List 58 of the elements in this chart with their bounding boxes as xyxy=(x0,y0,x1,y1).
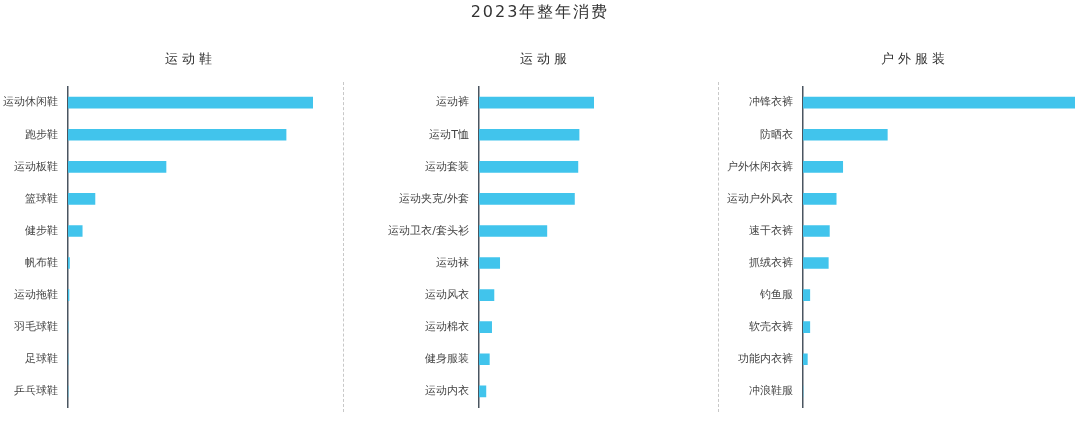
y-tick-label: 运动户外风衣 xyxy=(727,191,793,205)
y-tick-label: 运动棉衣 xyxy=(425,320,469,334)
y-tick-label: 运动袜 xyxy=(436,255,469,269)
bar xyxy=(803,128,888,141)
y-tick-label: 羽毛球鞋 xyxy=(14,320,58,334)
bar xyxy=(479,257,501,269)
text: 2023年整年消费 xyxy=(469,2,611,23)
bar xyxy=(803,289,811,301)
bar xyxy=(479,128,580,141)
bar xyxy=(803,96,1075,109)
bar xyxy=(68,128,287,141)
y-tick-label: 速干衣裤 xyxy=(749,223,793,237)
bar xyxy=(479,321,492,334)
y-tick-label: 抓绒衣裤 xyxy=(749,255,793,269)
chart-subtitle: 运动服 xyxy=(518,50,571,68)
bar xyxy=(803,160,844,173)
bar xyxy=(803,193,837,205)
y-tick-label: 篮球鞋 xyxy=(25,191,58,205)
y-tick-label: 乒乓球鞋 xyxy=(14,384,58,398)
bar xyxy=(68,160,167,173)
bar xyxy=(479,289,495,301)
bar xyxy=(803,353,808,366)
y-tick-label: 健身服装 xyxy=(425,352,469,366)
chart-subtitle: 运动鞋 xyxy=(163,50,216,68)
bar xyxy=(68,193,96,205)
y-tick-label: 运动套装 xyxy=(425,159,469,173)
y-tick-label: 健步鞋 xyxy=(25,223,58,237)
bar xyxy=(479,385,487,398)
bar xyxy=(68,96,313,109)
y-tick-label: 跑步鞋 xyxy=(25,127,58,141)
bar xyxy=(479,96,594,109)
y-tick-label: 运动裤 xyxy=(436,95,469,109)
bar xyxy=(803,225,830,237)
chart-subtitle: 户外服装 xyxy=(880,50,949,68)
bar xyxy=(479,193,575,205)
y-tick-label: 运动内衣 xyxy=(425,384,469,398)
y-tick-label: 足球鞋 xyxy=(25,352,58,366)
bar xyxy=(479,353,490,366)
y-tick-label: 运动风衣 xyxy=(425,287,469,301)
bar xyxy=(803,257,829,269)
bar xyxy=(479,225,548,237)
y-tick-label: 冲锋衣裤 xyxy=(749,95,793,109)
y-tick-label: 软壳衣裤 xyxy=(749,320,793,334)
y-tick-label: 运动休闲鞋 xyxy=(3,95,58,109)
y-tick-label: 帆布鞋 xyxy=(25,255,58,269)
bar xyxy=(803,321,811,334)
y-tick-label: 运动拖鞋 xyxy=(14,287,58,301)
y-tick-label: 钓鱼服 xyxy=(759,287,793,301)
y-tick-label: 运动T恤 xyxy=(429,127,469,141)
y-tick-label: 冲浪鞋服 xyxy=(749,384,793,398)
y-tick-label: 功能内衣裤 xyxy=(738,352,793,366)
y-tick-label: 防晒衣 xyxy=(760,127,793,141)
y-tick-label: 户外休闲衣裤 xyxy=(727,159,793,173)
y-tick-label: 运动板鞋 xyxy=(14,159,58,173)
bar xyxy=(68,225,83,237)
y-tick-label: 运动卫衣/套头衫 xyxy=(388,223,469,237)
bar xyxy=(479,160,579,173)
y-tick-label: 运动夹克/外套 xyxy=(399,191,469,205)
